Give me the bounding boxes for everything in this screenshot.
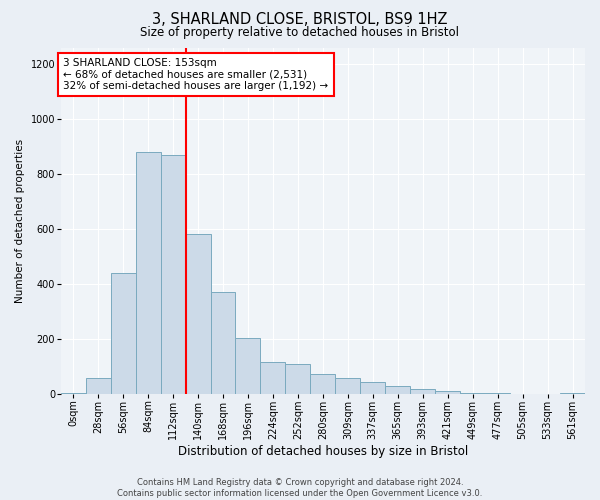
Bar xyxy=(485,393,510,394)
Bar xyxy=(260,362,286,394)
Bar xyxy=(286,364,310,394)
Bar xyxy=(335,378,361,394)
Y-axis label: Number of detached properties: Number of detached properties xyxy=(15,138,25,303)
Bar xyxy=(185,234,211,394)
Text: Size of property relative to detached houses in Bristol: Size of property relative to detached ho… xyxy=(140,26,460,39)
Bar xyxy=(385,386,410,394)
Bar xyxy=(161,154,185,394)
Text: Contains HM Land Registry data © Crown copyright and database right 2024.
Contai: Contains HM Land Registry data © Crown c… xyxy=(118,478,482,498)
Bar xyxy=(235,338,260,394)
Bar xyxy=(435,390,460,394)
Bar xyxy=(61,393,86,394)
Bar xyxy=(136,152,161,394)
Bar xyxy=(410,389,435,394)
Bar xyxy=(361,382,385,394)
Bar xyxy=(460,392,485,394)
Bar xyxy=(86,378,110,394)
Bar xyxy=(211,292,235,394)
Bar xyxy=(310,374,335,394)
X-axis label: Distribution of detached houses by size in Bristol: Distribution of detached houses by size … xyxy=(178,444,468,458)
Text: 3 SHARLAND CLOSE: 153sqm
← 68% of detached houses are smaller (2,531)
32% of sem: 3 SHARLAND CLOSE: 153sqm ← 68% of detach… xyxy=(64,58,328,91)
Text: 3, SHARLAND CLOSE, BRISTOL, BS9 1HZ: 3, SHARLAND CLOSE, BRISTOL, BS9 1HZ xyxy=(152,12,448,28)
Bar xyxy=(110,273,136,394)
